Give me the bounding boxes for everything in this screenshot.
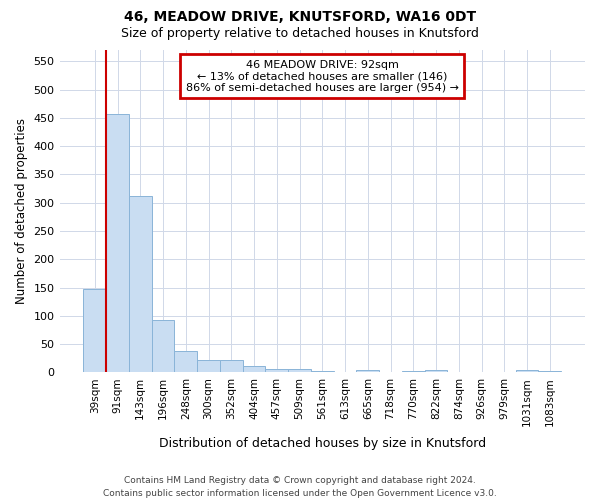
Bar [83,288,106,372]
Text: Size of property relative to detached houses in Knutsford: Size of property relative to detached ho… [121,28,479,40]
Bar [425,370,448,372]
X-axis label: Distribution of detached houses by size in Knutsford: Distribution of detached houses by size … [159,437,486,450]
Bar [152,320,175,372]
Bar [288,369,311,372]
Y-axis label: Number of detached properties: Number of detached properties [15,118,28,304]
Bar [129,196,152,372]
Text: Contains HM Land Registry data © Crown copyright and database right 2024.
Contai: Contains HM Land Registry data © Crown c… [103,476,497,498]
Text: 46, MEADOW DRIVE, KNUTSFORD, WA16 0DT: 46, MEADOW DRIVE, KNUTSFORD, WA16 0DT [124,10,476,24]
Bar [197,360,220,372]
Bar [265,369,288,372]
Bar [242,366,265,372]
Bar [106,114,129,372]
Bar [175,351,197,372]
Bar [515,370,538,372]
Text: 46 MEADOW DRIVE: 92sqm
← 13% of detached houses are smaller (146)
86% of semi-de: 46 MEADOW DRIVE: 92sqm ← 13% of detached… [186,60,459,93]
Bar [356,370,379,372]
Bar [220,360,242,372]
